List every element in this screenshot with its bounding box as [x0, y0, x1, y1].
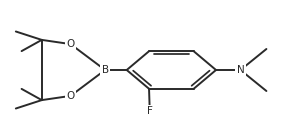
Text: B: B [102, 65, 109, 75]
Text: O: O [67, 39, 75, 49]
Text: F: F [147, 106, 153, 116]
Text: N: N [237, 65, 244, 75]
Text: O: O [67, 91, 75, 101]
